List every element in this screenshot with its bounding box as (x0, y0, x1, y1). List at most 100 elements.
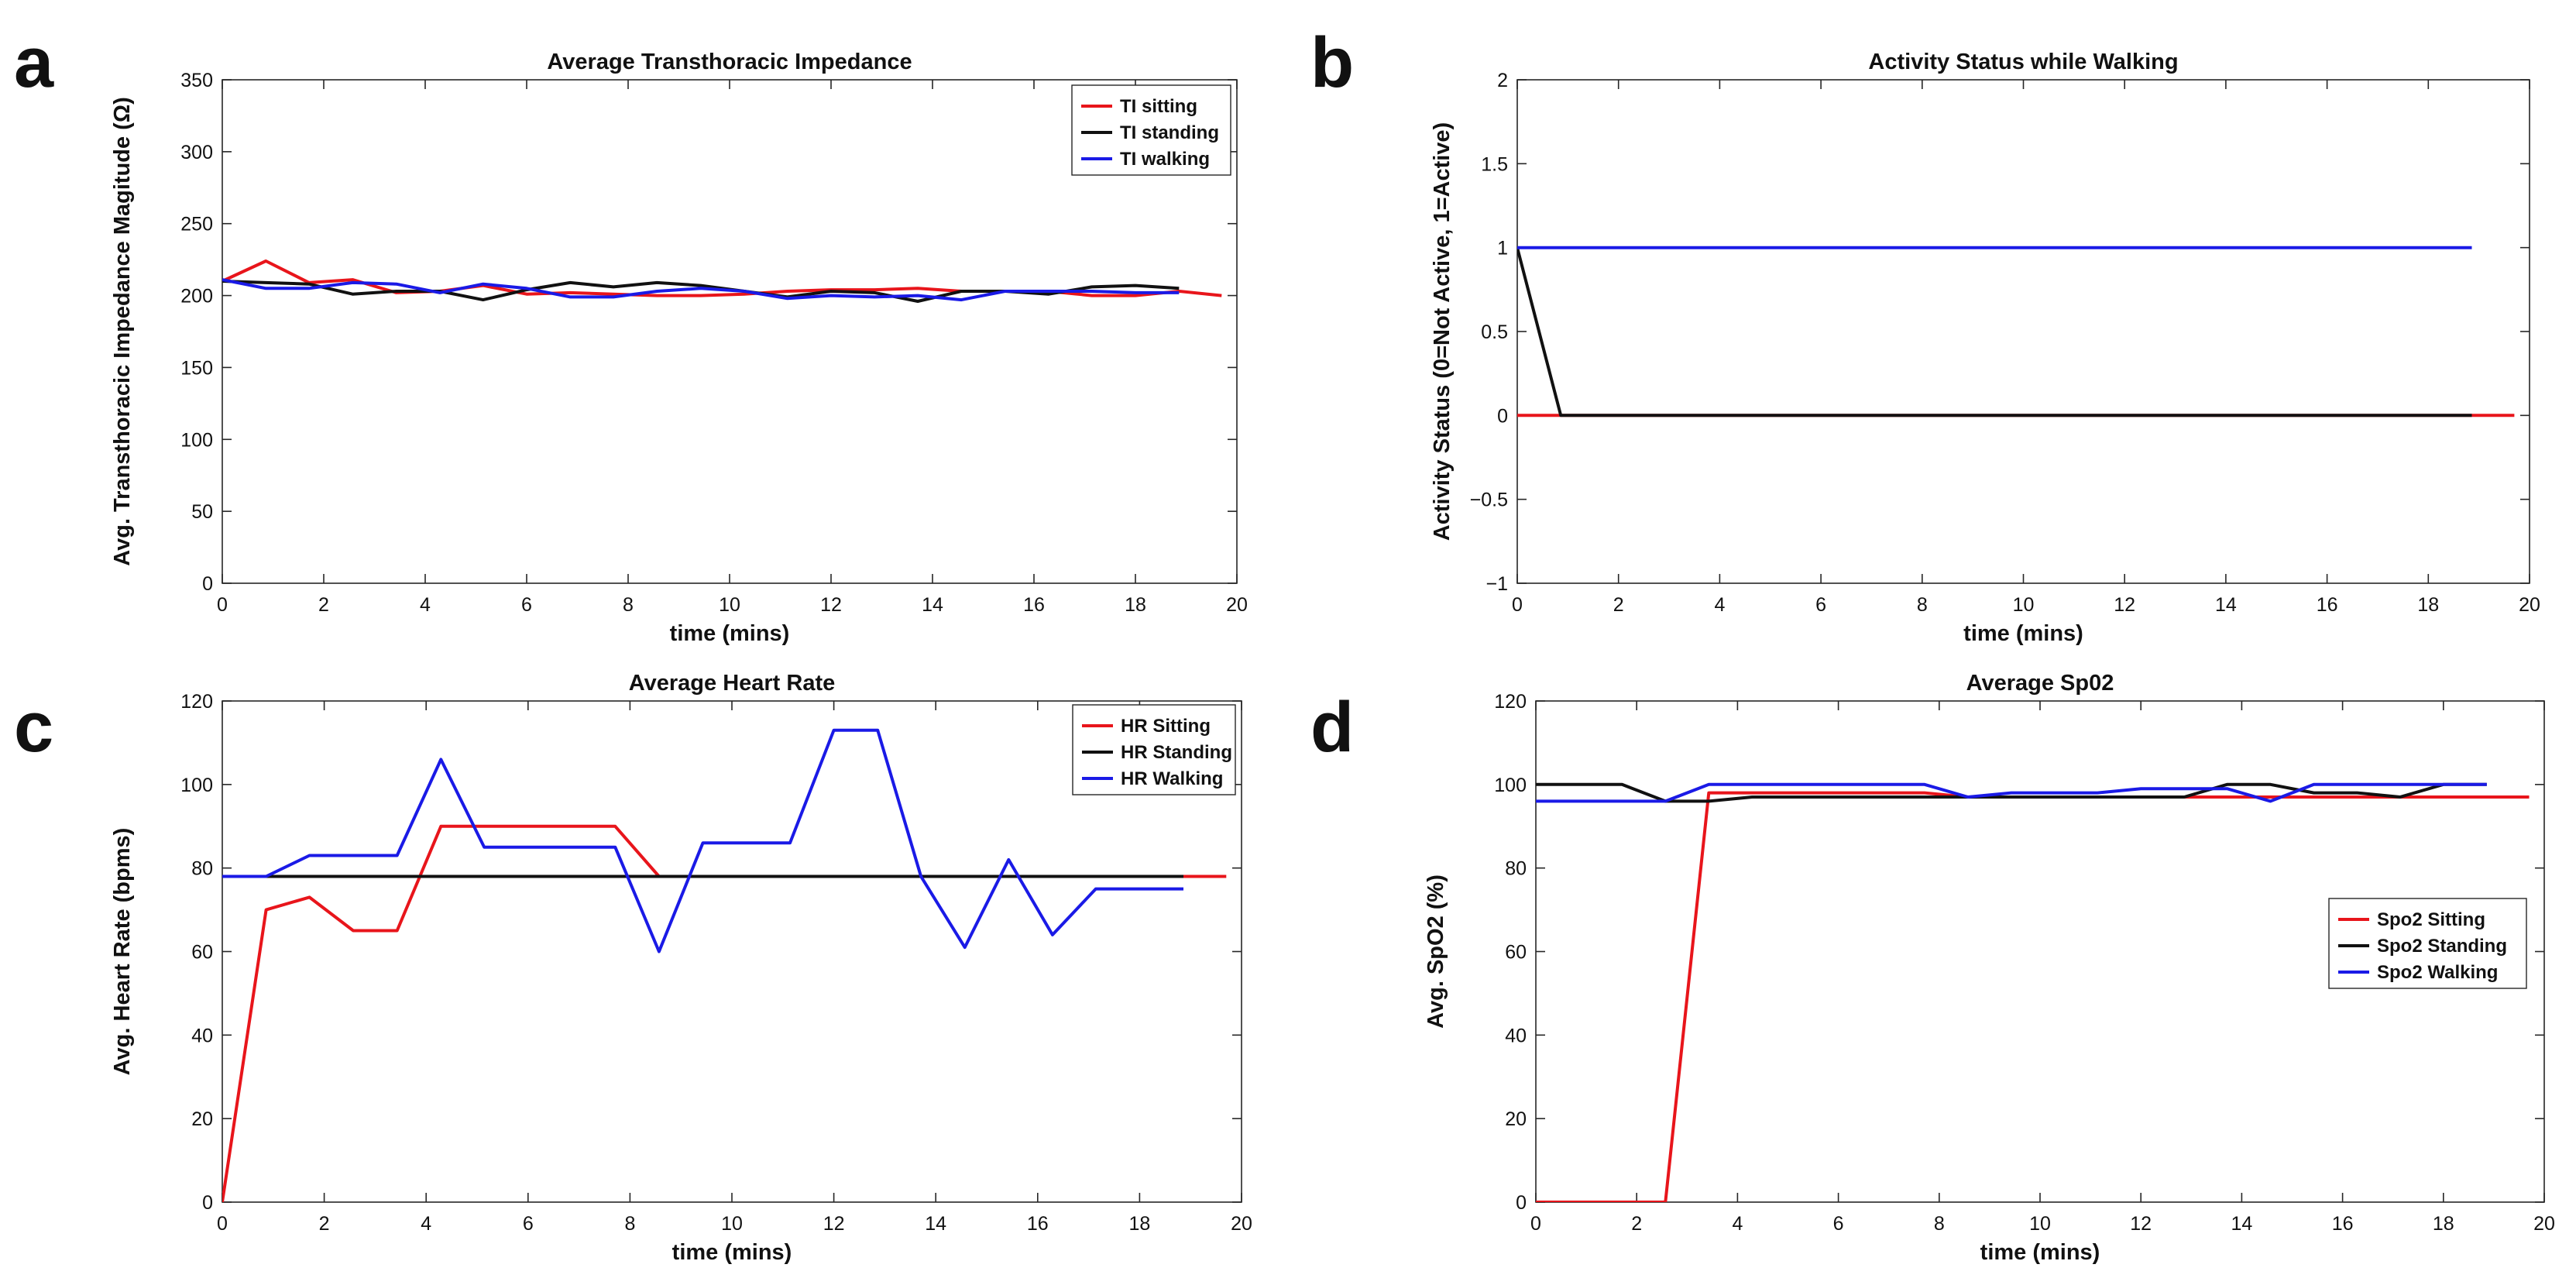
legend-label: TI walking (1120, 149, 1210, 170)
x-tick-label: 0 (1512, 594, 1523, 616)
chart-title-b: Activity Status while Walking (1868, 50, 2178, 74)
x-tick-label: 12 (820, 594, 842, 616)
x-tick-label: 20 (1231, 1213, 1252, 1235)
y-tick-label: 0 (202, 573, 213, 595)
chart-panel-b: 0 2 4 6 8 10 12 14 16 18 20 −1 −0.5 0 0.5 1 1.5 2 Activity… (1430, 50, 2540, 646)
panel-letter-a: a (14, 23, 54, 102)
y-axis-label-b: Activity Status (0=Not Active, 1=Active) (1430, 122, 1455, 541)
x-tick-label: 2 (319, 1213, 330, 1235)
series-line-c-3 (222, 728, 1183, 953)
y-tick-label: 80 (191, 858, 213, 880)
y-tick-label: 250 (180, 214, 213, 235)
x-tick-label: 16 (1023, 594, 1045, 616)
x-axis-label-b: time (mins) (1963, 621, 2083, 646)
x-tick-label: 6 (521, 594, 532, 616)
legend-label: Spo2 Walking (2377, 962, 2498, 983)
series-line-c-1 (222, 824, 1227, 1202)
chart-title-d: Average Sp02 (1966, 671, 2114, 696)
legend-c: HR Sitting HR Standing HR Walking (1072, 704, 1236, 795)
y-axis-label-a: Avg. Transthoracic Impedance Magitude (Ω… (110, 97, 135, 566)
y-tick-label: 80 (1505, 858, 1527, 880)
x-axis-label-d: time (mins) (1980, 1240, 2100, 1265)
panel-letter-c: c (14, 688, 53, 767)
y-tick-label: 100 (180, 775, 213, 796)
legend-a: TI sitting TI standing TI walking (1071, 84, 1231, 176)
x-tick-label: 8 (624, 1213, 635, 1235)
chart-panel-d: 0 2 4 6 8 10 12 14 16 18 20 0 20 40 60 80 100 120 Average … (1424, 671, 2555, 1265)
x-tick-label: 14 (2231, 1213, 2252, 1235)
x-tick-label: 0 (1530, 1213, 1541, 1235)
y-tick-label: 100 (1494, 775, 1527, 796)
x-tick-label: 14 (2215, 594, 2237, 616)
x-tick-label: 16 (2317, 594, 2338, 616)
x-tick-label: 0 (217, 1213, 228, 1235)
chart-title-a: Average Transthoracic Impedance (547, 50, 912, 74)
series-line-d-1 (1536, 791, 2530, 1202)
y-tick-label: 350 (180, 70, 213, 91)
x-tick-label: 18 (2417, 594, 2439, 616)
y-axis-label-c: Avg. Heart Rate (bpms) (110, 828, 135, 1076)
y-tick-label: 20 (191, 1108, 213, 1130)
panel-letter-d: d (1310, 688, 1354, 767)
x-tick-label: 12 (2130, 1213, 2152, 1235)
x-tick-label: 20 (2533, 1213, 2555, 1235)
y-tick-label: 60 (191, 942, 213, 964)
y-tick-label: −1 (1485, 573, 1508, 595)
y-tick-label: 200 (180, 286, 213, 308)
y-tick-label: −0.5 (1470, 490, 1508, 511)
y-tick-label: 20 (1505, 1108, 1527, 1130)
x-tick-label: 10 (721, 1213, 743, 1235)
panel-letter-b: b (1310, 23, 1354, 102)
y-tick-label: 0.5 (1481, 321, 1508, 343)
x-tick-label: 14 (922, 594, 943, 616)
x-tick-label: 6 (523, 1213, 534, 1235)
x-tick-label: 8 (623, 594, 634, 616)
legend-label: TI standing (1120, 122, 1219, 143)
x-tick-label: 0 (217, 594, 228, 616)
y-tick-label: 0 (1516, 1192, 1527, 1214)
legend-label: HR Standing (1121, 742, 1232, 763)
x-tick-label: 10 (2029, 1213, 2051, 1235)
y-tick-label: 40 (1505, 1025, 1527, 1046)
x-tick-label: 6 (1815, 594, 1826, 616)
x-tick-label: 14 (925, 1213, 946, 1235)
x-tick-label: 2 (1613, 594, 1624, 616)
y-tick-label: 50 (191, 501, 213, 523)
x-tick-label: 18 (1125, 594, 1146, 616)
legend-label: Spo2 Standing (2377, 936, 2507, 957)
legend-d: Spo2 Sitting Spo2 Standing Spo2 Walking (2328, 898, 2527, 989)
x-tick-label: 12 (2114, 594, 2135, 616)
x-tick-label: 4 (1714, 594, 1725, 616)
y-tick-label: 300 (180, 142, 213, 163)
y-tick-label: 60 (1505, 942, 1527, 964)
x-tick-label: 6 (1833, 1213, 1844, 1235)
series-line-a-3 (222, 278, 1180, 302)
chart-title-c: Average Heart Rate (629, 671, 836, 696)
x-tick-label: 10 (2013, 594, 2035, 616)
x-tick-label: 4 (421, 1213, 431, 1235)
x-tick-label: 20 (1226, 594, 1248, 616)
y-tick-label: 120 (180, 691, 213, 713)
x-tick-label: 10 (719, 594, 740, 616)
x-tick-label: 18 (2433, 1213, 2454, 1235)
legend-label: TI sitting (1120, 96, 1197, 117)
legend-label: Spo2 Sitting (2377, 909, 2485, 930)
chart-panel-a: 0 2 4 6 8 10 12 14 16 18 20050100150200250300350Av… (110, 50, 1248, 646)
y-tick-label: 150 (180, 357, 213, 379)
y-tick-label: 1.5 (1481, 153, 1508, 175)
x-tick-label: 20 (2519, 594, 2540, 616)
x-axis-label-c: time (mins) (672, 1240, 792, 1265)
y-tick-label: 0 (1497, 405, 1508, 427)
x-tick-label: 8 (1934, 1213, 1945, 1235)
x-tick-label: 4 (1732, 1213, 1743, 1235)
y-tick-label: 0 (202, 1192, 213, 1214)
x-axis-label-a: time (mins) (670, 621, 790, 646)
series-line-d-2 (1536, 782, 2487, 803)
legend-label: HR Sitting (1121, 716, 1211, 737)
legend-label: HR Walking (1121, 768, 1223, 789)
y-tick-label: 1 (1497, 238, 1508, 259)
y-tick-label: 100 (180, 429, 213, 451)
y-tick-label: 2 (1497, 70, 1508, 91)
x-tick-label: 4 (420, 594, 431, 616)
